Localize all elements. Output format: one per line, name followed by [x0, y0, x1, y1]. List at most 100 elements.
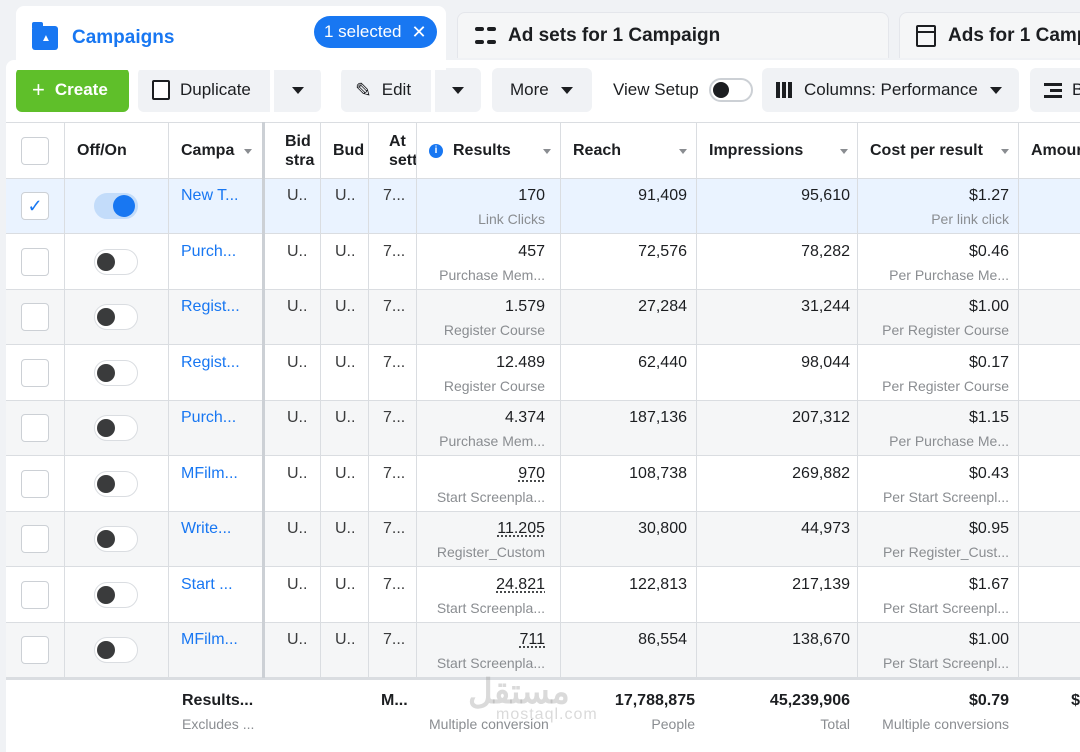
campaign-toggle[interactable] — [94, 526, 138, 552]
row-checkbox[interactable]: ✓ — [21, 192, 49, 220]
view-setup-switch[interactable] — [709, 78, 753, 102]
results-value: 970 — [518, 465, 545, 482]
row-checkbox[interactable] — [21, 359, 49, 387]
duplicate-icon — [152, 80, 170, 100]
clear-selection-icon[interactable]: ✕ — [412, 22, 427, 43]
header-cost-per-result[interactable]: Cost per result — [858, 123, 1019, 178]
campaign-toggle[interactable] — [94, 249, 138, 275]
row-checkbox[interactable] — [21, 581, 49, 609]
edit-dropdown-button[interactable] — [435, 68, 481, 112]
header-campaign[interactable]: Campa — [169, 123, 262, 178]
select-all-checkbox[interactable] — [21, 137, 49, 165]
duplicate-label: Duplicate — [180, 80, 251, 100]
campaign-toggle[interactable] — [94, 415, 138, 441]
impressions-value: 31,244 — [697, 298, 858, 320]
selected-count-pill[interactable]: 1 selected ✕ — [314, 16, 437, 48]
tab-ads-label: Ads for 1 Camp — [948, 25, 1080, 47]
reach-value: 86,554 — [561, 631, 697, 653]
campaign-toggle[interactable] — [94, 360, 138, 386]
header-impressions[interactable]: Impressions — [697, 123, 858, 178]
row-checkbox[interactable] — [21, 414, 49, 442]
impressions-value: 78,282 — [697, 243, 858, 265]
cost-per-result-value: $1.00 — [858, 298, 1019, 320]
campaign-name-link[interactable]: Purch... — [169, 409, 262, 431]
reach-value: 72,576 — [561, 243, 697, 265]
bid-strategy-cell: U.. — [273, 520, 320, 542]
reach-value: 108,738 — [561, 465, 697, 487]
campaign-name-link[interactable]: Purch... — [169, 243, 262, 265]
cost-per-result-type: Per Register_Cust... — [858, 544, 1019, 562]
header-off-on[interactable]: Off/On — [65, 123, 168, 178]
row-checkbox[interactable] — [21, 470, 49, 498]
bid-strategy-cell: U.. — [273, 631, 320, 653]
edit-button[interactable]: ✎ Edit — [341, 68, 431, 112]
tab-ads[interactable]: Ads for 1 Camp — [899, 12, 1080, 58]
campaigns-panel: + Create Duplicate ✎ Edit More View Setu… — [6, 60, 1080, 752]
impressions-value: 217,139 — [697, 576, 858, 598]
more-button[interactable]: More — [492, 68, 592, 112]
results-value: 4.374 — [505, 409, 545, 426]
sort-icon — [543, 149, 551, 154]
results-type: Register Course — [417, 378, 561, 396]
budget-cell: U.. — [321, 520, 368, 542]
header-results[interactable]: i Results — [417, 123, 561, 178]
toolbar: + Create Duplicate ✎ Edit More View Setu… — [6, 68, 1080, 112]
duplicate-button[interactable]: Duplicate — [138, 68, 270, 112]
campaign-name-link[interactable]: Write... — [169, 520, 262, 542]
chevron-down-icon — [561, 87, 573, 94]
breakdown-button[interactable]: B — [1030, 68, 1080, 112]
tab-adsets-label: Ad sets for 1 Campaign — [508, 25, 720, 47]
header-budget[interactable]: Bud — [321, 123, 369, 178]
results-type: Link Clicks — [417, 211, 561, 229]
more-label: More — [510, 80, 549, 100]
columns-button[interactable]: Columns: Performance — [762, 68, 1019, 112]
create-button[interactable]: + Create — [16, 68, 129, 112]
info-icon[interactable]: i — [429, 144, 443, 158]
campaign-toggle[interactable] — [94, 304, 138, 330]
columns-icon — [776, 82, 792, 98]
results-type: Register_Custom — [417, 544, 561, 562]
cost-per-result-value: $0.95 — [858, 520, 1019, 542]
header-reach[interactable]: Reach — [561, 123, 697, 178]
results-value: 1.579 — [505, 298, 545, 315]
campaign-name-link[interactable]: Start ... — [169, 576, 262, 598]
campaign-name-link[interactable]: MFilm... — [169, 465, 262, 487]
cost-per-result-type: Per link click — [858, 211, 1019, 229]
campaign-toggle[interactable] — [94, 637, 138, 663]
campaign-name-link[interactable]: Regist... — [169, 298, 262, 320]
totals-amount: $ — [1019, 692, 1080, 714]
impressions-value: 207,312 — [697, 409, 858, 431]
header-bid-strategy[interactable]: Bid stra — [273, 123, 321, 178]
bid-strategy-cell: U.. — [273, 187, 320, 209]
campaign-toggle[interactable] — [94, 471, 138, 497]
watermark-logo: مستقل mostaql.com — [468, 672, 598, 724]
cost-per-result-value: $1.27 — [858, 187, 1019, 209]
cost-per-result-type: Per Start Screenpl... — [858, 600, 1019, 618]
duplicate-dropdown-button[interactable] — [274, 68, 321, 112]
row-checkbox[interactable] — [21, 636, 49, 664]
results-value: 12.489 — [496, 354, 545, 371]
tab-adsets[interactable]: Ad sets for 1 Campaign — [457, 12, 889, 58]
results-type: Purchase Mem... — [417, 433, 561, 451]
edit-label: Edit — [382, 80, 411, 100]
totals-cost-per-result: $0.79 — [858, 692, 1019, 714]
campaign-toggle[interactable] — [94, 582, 138, 608]
tab-campaigns-label: Campaigns — [72, 27, 174, 49]
pencil-icon: ✎ — [355, 78, 372, 103]
header-attribution[interactable]: At sett — [369, 123, 417, 178]
totals-attribution: M... — [369, 692, 417, 714]
campaign-name-link[interactable]: New T... — [169, 187, 262, 209]
campaign-toggle[interactable] — [94, 193, 138, 219]
sort-icon — [679, 149, 687, 154]
tab-campaigns[interactable]: ▲ Campaigns 1 selected ✕ — [16, 6, 446, 70]
campaign-name-link[interactable]: Regist... — [169, 354, 262, 376]
budget-cell: U.. — [321, 409, 368, 431]
row-checkbox[interactable] — [21, 303, 49, 331]
header-amount[interactable]: Amour — [1019, 123, 1080, 178]
attribution-cell: 7... — [369, 409, 416, 431]
campaign-name-link[interactable]: MFilm... — [169, 631, 262, 653]
row-checkbox[interactable] — [21, 525, 49, 553]
impressions-value: 44,973 — [697, 520, 858, 542]
columns-label: Columns: Performance — [804, 80, 978, 100]
row-checkbox[interactable] — [21, 248, 49, 276]
